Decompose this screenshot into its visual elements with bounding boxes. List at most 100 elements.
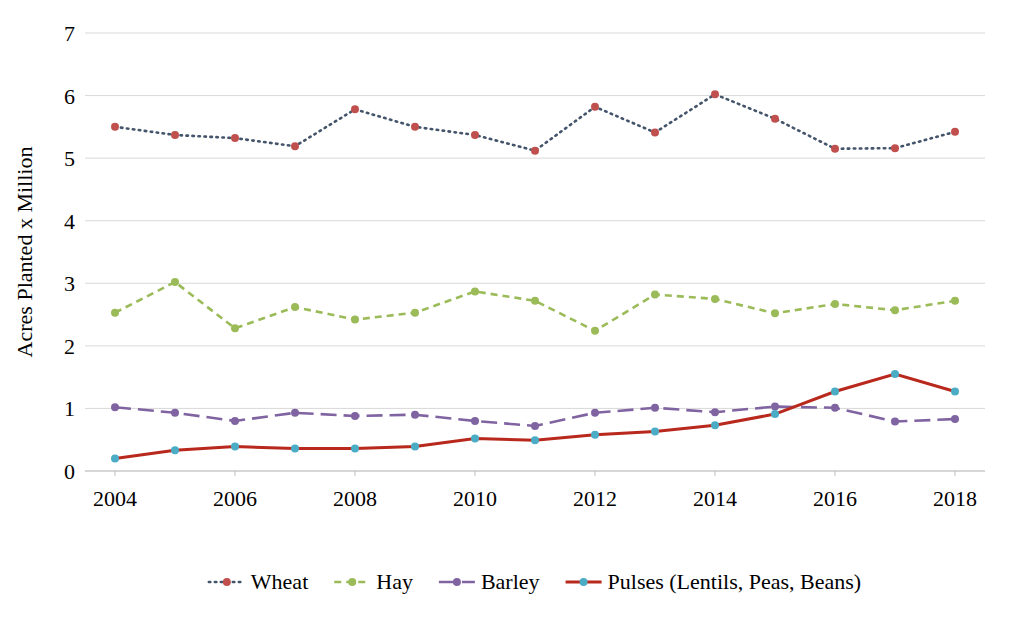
chart: 0 1 2 3 4 5 6 7 2004 2006 2008 2010 2012 2014 2016 2018… bbox=[0, 0, 1024, 619]
y-tick-label: 4 bbox=[64, 209, 75, 234]
series-marker bbox=[891, 418, 899, 426]
series-marker bbox=[171, 131, 179, 139]
series-marker bbox=[171, 446, 179, 454]
legend-item: Pulses (Lentils, Peas, Beans) bbox=[566, 569, 862, 594]
series-marker bbox=[471, 434, 479, 442]
series-marker bbox=[351, 105, 359, 113]
y-tick-label: 0 bbox=[64, 459, 75, 484]
series-marker bbox=[171, 278, 179, 286]
legend-marker bbox=[580, 578, 588, 586]
series-marker bbox=[411, 411, 419, 419]
series-marker bbox=[591, 103, 599, 111]
series-marker bbox=[771, 410, 779, 418]
legend-marker bbox=[453, 578, 461, 586]
series-marker bbox=[471, 417, 479, 425]
series-marker bbox=[651, 428, 659, 436]
x-tick bbox=[235, 471, 236, 476]
x-tick-label: 2008 bbox=[333, 486, 377, 511]
series-marker bbox=[651, 128, 659, 136]
series-marker bbox=[231, 324, 239, 332]
series-marker bbox=[831, 145, 839, 153]
x-tick bbox=[115, 471, 116, 476]
series-marker bbox=[111, 454, 119, 462]
y-tick-label: 5 bbox=[64, 146, 75, 171]
series-marker bbox=[711, 295, 719, 303]
series-marker bbox=[111, 309, 119, 317]
series-marker bbox=[951, 297, 959, 305]
series-marker bbox=[231, 443, 239, 451]
series-marker bbox=[771, 115, 779, 123]
y-tick-label: 6 bbox=[64, 84, 75, 109]
grid-line bbox=[85, 345, 985, 346]
series-marker bbox=[651, 291, 659, 299]
legend: Wheat Hay Barley Pulses (Lentils, Peas, Bea… bbox=[209, 569, 861, 594]
grid-line bbox=[85, 33, 985, 34]
series-marker bbox=[471, 287, 479, 295]
series-marker bbox=[291, 142, 299, 150]
legend-marker bbox=[348, 578, 356, 586]
plot-area bbox=[111, 90, 959, 462]
x-tick bbox=[595, 471, 596, 476]
series-marker bbox=[291, 444, 299, 452]
series-marker bbox=[411, 309, 419, 317]
grid-line bbox=[85, 283, 985, 284]
x-tick bbox=[715, 471, 716, 476]
legend-marker bbox=[223, 578, 231, 586]
grid-line bbox=[85, 95, 985, 96]
y-tick-label: 3 bbox=[64, 271, 75, 296]
series-marker bbox=[531, 422, 539, 430]
legend-item: Barley bbox=[439, 569, 540, 594]
series-line bbox=[115, 282, 955, 331]
legend-item: Hay bbox=[334, 569, 413, 594]
series-marker bbox=[351, 316, 359, 324]
series-marker bbox=[351, 444, 359, 452]
legend-label: Pulses (Lentils, Peas, Beans) bbox=[608, 569, 862, 594]
series-marker bbox=[711, 408, 719, 416]
x-axis-line bbox=[85, 470, 985, 471]
legend-label: Wheat bbox=[251, 569, 308, 594]
y-tick-label: 2 bbox=[64, 334, 75, 359]
x-tick-label: 2010 bbox=[453, 486, 497, 511]
series-marker bbox=[771, 309, 779, 317]
x-tick-label: 2014 bbox=[693, 486, 737, 511]
legend-label: Barley bbox=[481, 569, 540, 594]
series-marker bbox=[231, 417, 239, 425]
series-marker bbox=[531, 297, 539, 305]
series-marker bbox=[591, 409, 599, 417]
series-marker bbox=[831, 300, 839, 308]
x-tick-label: 2006 bbox=[213, 486, 257, 511]
series-marker bbox=[711, 421, 719, 429]
grid-line bbox=[85, 471, 985, 472]
series-marker bbox=[351, 412, 359, 420]
series-marker bbox=[231, 134, 239, 142]
series-marker bbox=[411, 443, 419, 451]
series-marker bbox=[591, 327, 599, 335]
x-tick-label: 2016 bbox=[813, 486, 857, 511]
series-marker bbox=[111, 403, 119, 411]
x-tick-label: 2018 bbox=[933, 486, 977, 511]
x-tick bbox=[355, 471, 356, 476]
y-tick-label: 7 bbox=[64, 21, 75, 46]
series-marker bbox=[951, 415, 959, 423]
series-marker bbox=[891, 144, 899, 152]
legend-label: Hay bbox=[376, 569, 413, 594]
series-marker bbox=[891, 370, 899, 378]
series-marker bbox=[531, 147, 539, 155]
series-marker bbox=[831, 404, 839, 412]
y-tick-label: 1 bbox=[64, 396, 75, 421]
x-tick-label: 2004 bbox=[93, 486, 137, 511]
x-tick bbox=[835, 471, 836, 476]
series-marker bbox=[291, 303, 299, 311]
x-tick bbox=[955, 471, 956, 476]
series-marker bbox=[111, 123, 119, 131]
legend-item: Wheat bbox=[209, 569, 308, 594]
series-line bbox=[115, 94, 955, 150]
series-marker bbox=[291, 409, 299, 417]
x-tick-label: 2012 bbox=[573, 486, 617, 511]
series-marker bbox=[411, 123, 419, 131]
series-marker bbox=[891, 306, 899, 314]
series-line bbox=[115, 374, 955, 458]
series-marker bbox=[531, 436, 539, 444]
series-marker bbox=[771, 403, 779, 411]
x-tick bbox=[475, 471, 476, 476]
